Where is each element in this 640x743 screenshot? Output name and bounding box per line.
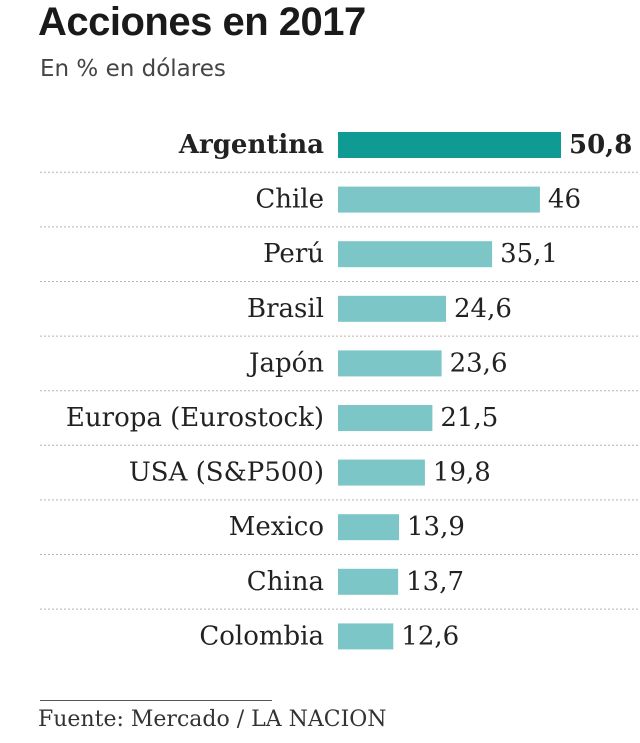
value-label: 12,6 <box>401 621 459 651</box>
category-label: Europa (Eurostock) <box>66 403 324 433</box>
value-label: 50,8 <box>569 130 632 160</box>
bar <box>338 405 433 431</box>
value-label: 35,1 <box>500 239 558 269</box>
category-label: Chile <box>255 185 324 215</box>
value-label: 24,6 <box>454 294 512 324</box>
bar <box>338 132 561 158</box>
category-label: Colombia <box>199 621 324 651</box>
bar <box>338 186 540 213</box>
category-label: China <box>247 567 324 597</box>
bar <box>338 623 394 650</box>
category-label: USA (S&P500) <box>129 458 324 488</box>
category-label: Japón <box>246 348 324 378</box>
bar <box>338 568 399 595</box>
bar <box>338 459 425 486</box>
bar <box>338 295 446 322</box>
value-label: 46 <box>548 185 581 215</box>
value-label: 13,9 <box>407 512 465 542</box>
value-label: 23,6 <box>450 348 508 378</box>
category-label: Argentina <box>178 130 324 160</box>
value-label: 19,8 <box>433 458 491 488</box>
chart-title: Acciones en 2017 <box>38 0 366 44</box>
value-label: 13,7 <box>406 567 464 597</box>
chart-subtitle: En % en dólares <box>40 56 226 82</box>
footer-divider <box>40 700 272 701</box>
bar <box>338 514 400 541</box>
category-label: Mexico <box>229 512 324 542</box>
value-label: 21,5 <box>440 403 498 433</box>
source-note: Fuente: Mercado / LA NACION <box>38 707 387 732</box>
category-label: Brasil <box>247 294 324 324</box>
bar <box>338 241 493 268</box>
bar <box>338 350 442 377</box>
category-label: Perú <box>263 239 324 269</box>
